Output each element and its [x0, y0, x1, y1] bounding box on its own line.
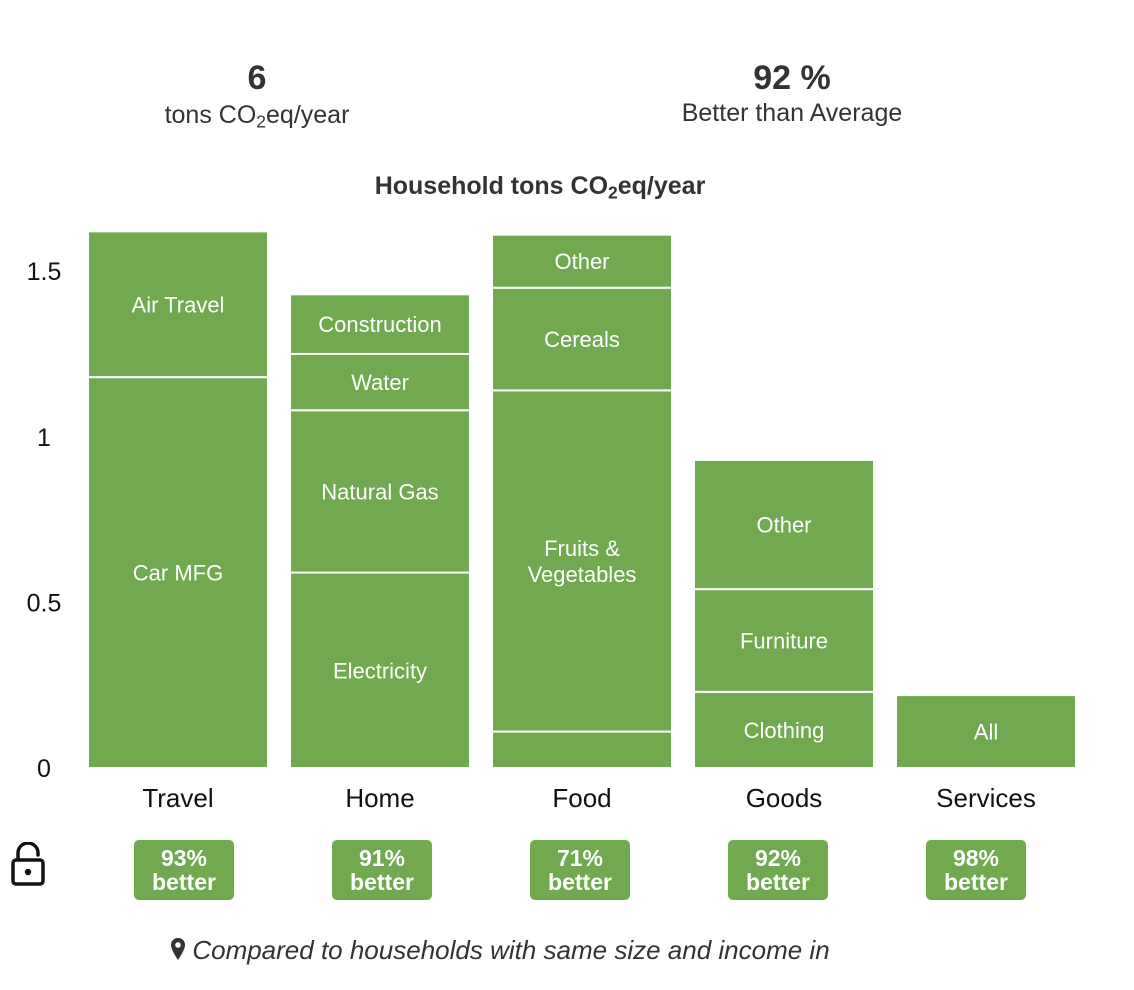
badge-percent: 92% — [754, 845, 802, 871]
bar-segment — [491, 730, 673, 769]
badge-percent: 71% — [556, 845, 604, 871]
better-badge: 92% better — [728, 840, 828, 900]
segment-label: Cereals — [544, 327, 620, 352]
segment-label: Furniture — [740, 628, 828, 653]
segment-label: Clothing — [744, 718, 825, 743]
y-tick-label: 0.5 — [27, 589, 62, 617]
bar-segment — [289, 352, 471, 412]
bar-segment — [289, 293, 471, 355]
badge-percent: 91% — [358, 845, 406, 871]
bar-segment — [491, 389, 673, 733]
category-label: Travel — [142, 783, 213, 813]
category-label: Home — [345, 783, 414, 813]
segment-label: Other — [756, 513, 811, 538]
category-label: Goods — [746, 783, 823, 813]
bar-segment — [895, 694, 1077, 769]
better-badge: 91% better — [332, 840, 432, 900]
bar-segment — [87, 230, 269, 379]
y-tick-label: 0 — [37, 755, 51, 783]
segment-label: Air Travel — [132, 292, 225, 317]
comparison-value: 92 % — [753, 59, 831, 97]
comparison-caption: Better than Average — [681, 99, 903, 127]
bar-segment — [289, 571, 471, 769]
badge-text: better — [548, 869, 612, 895]
chart-title: Household tons CO2eq/year — [374, 172, 706, 203]
bar-segment — [87, 376, 269, 769]
stacked-bar-chart: 0 0.5 1 1.5 Car MFG Air Travel Travel Electrici… — [27, 230, 1077, 813]
total-footprint-unit: tons CO2eq/year — [164, 101, 350, 132]
comparison-stat: 92 % Better than Average — [582, 58, 1002, 128]
total-footprint-stat: 6 tons CO2eq/year — [47, 58, 467, 130]
y-tick-label: 1.5 — [27, 258, 62, 286]
badge-text: better — [746, 869, 810, 895]
segment-label: Other — [554, 249, 609, 274]
badge-percent: 93% — [160, 845, 208, 871]
badge-text: better — [152, 869, 216, 895]
segment-label: Electricity — [333, 658, 427, 683]
footer-note: Compared to households with same size an… — [0, 934, 1000, 968]
bar-segment — [693, 588, 875, 693]
category-label: Food — [552, 783, 611, 813]
badge-percent: 98% — [952, 845, 1000, 871]
segment-label: Construction — [318, 312, 442, 337]
category-label: Services — [936, 783, 1036, 813]
footer-text: Compared to households with same size an… — [192, 935, 830, 965]
total-footprint-value: 6 — [247, 59, 267, 97]
segment-label: Car MFG — [133, 561, 223, 586]
segment-label: Fruits & Vegetables — [528, 536, 637, 587]
badge-text: better — [350, 869, 414, 895]
better-badge: 98% better — [926, 840, 1026, 900]
bar-segment — [491, 233, 673, 289]
y-tick-label: 1 — [37, 424, 51, 452]
segment-label: Water — [351, 370, 409, 395]
lock-open-icon[interactable] — [10, 841, 46, 891]
map-pin-icon — [170, 936, 186, 968]
bar-segment — [289, 409, 471, 574]
segment-label: All — [974, 720, 998, 745]
bar-segment — [693, 458, 875, 591]
better-badge: 93% better — [134, 840, 234, 900]
better-badge: 71% better — [530, 840, 630, 900]
badge-text: better — [944, 869, 1008, 895]
segment-label: Natural Gas — [321, 479, 438, 504]
